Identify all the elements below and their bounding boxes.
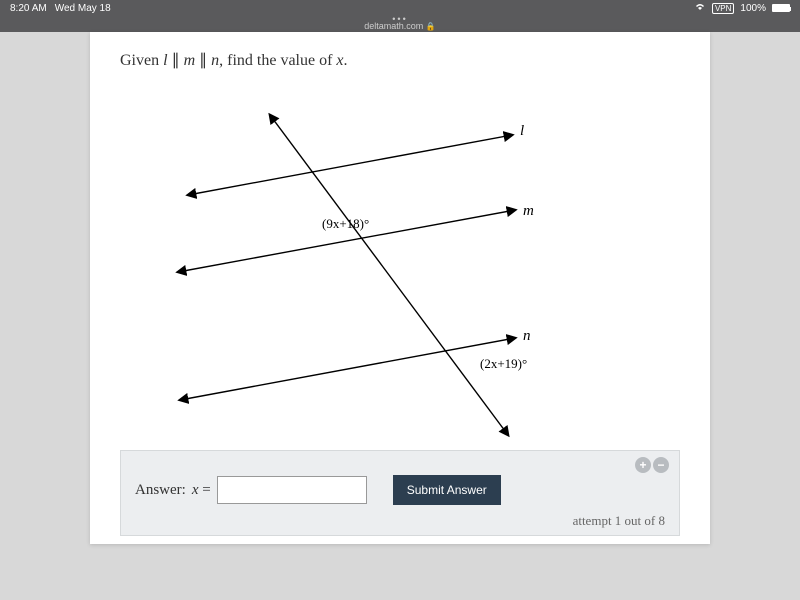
attempt-counter: attempt 1 out of 8 <box>135 513 665 529</box>
battery-icon <box>772 4 790 12</box>
browser-url-bar: ••• deltamath.com 🔒 <box>0 16 800 32</box>
label-m: m <box>523 203 534 219</box>
line-l <box>188 135 512 195</box>
q-period: . <box>344 52 348 69</box>
vpn-badge: VPN <box>712 3 734 14</box>
equals-sign: = <box>202 482 210 498</box>
label-l: l <box>520 123 524 139</box>
submit-answer-button[interactable]: Submit Answer <box>393 475 501 505</box>
q-suffix: , find the value of <box>219 52 336 69</box>
wifi-icon <box>694 2 706 14</box>
problem-card: Given l ∥ m ∥ n, find the value of x. l … <box>90 32 710 544</box>
angle-label-1: (9x+18)° <box>322 216 369 231</box>
answer-panel: + − Answer: x = Submit Answer attempt 1 … <box>120 450 680 536</box>
lock-icon: 🔒 <box>426 22 436 31</box>
answer-label: Answer: <box>135 482 186 499</box>
transversal-line <box>270 115 508 435</box>
status-time: 8:20 AM <box>10 3 47 14</box>
question-text: Given l ∥ m ∥ n, find the value of x. <box>120 50 680 70</box>
url-text: deltamath.com <box>364 21 423 31</box>
label-n: n <box>523 328 531 344</box>
line-n <box>180 338 515 400</box>
answer-var: x <box>192 482 199 498</box>
remove-part-button[interactable]: − <box>653 457 669 473</box>
answer-input[interactable] <box>217 476 367 504</box>
battery-pct: 100% <box>740 3 766 14</box>
add-part-button[interactable]: + <box>635 457 651 473</box>
angle-label-2: (2x+19)° <box>480 356 527 371</box>
q-var: x <box>336 52 343 69</box>
geometry-diagram: l m n (9x+18)° (2x+19)° <box>120 80 680 450</box>
q-prefix: Given <box>120 52 163 69</box>
status-date: Wed May 18 <box>55 3 111 14</box>
